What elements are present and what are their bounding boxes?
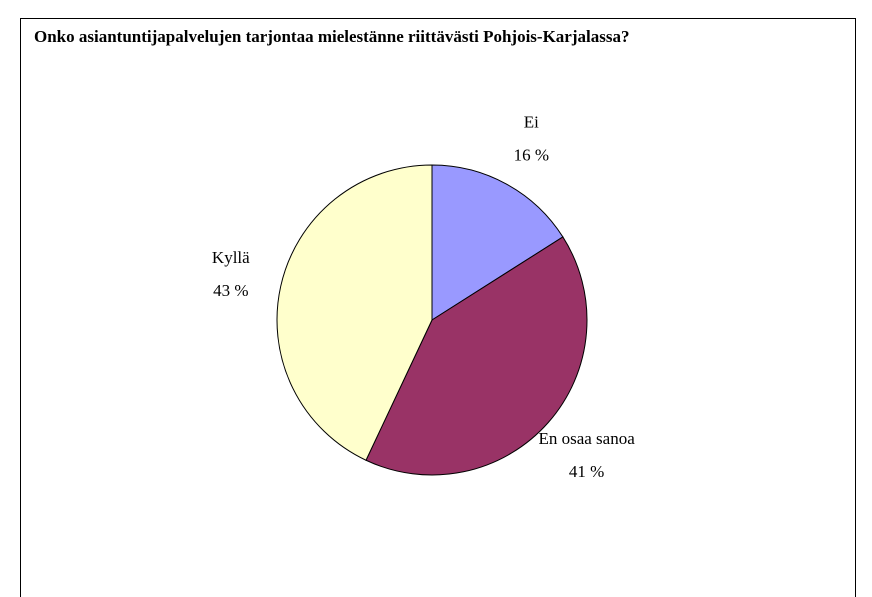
chart-title: Onko asiantuntijapalvelujen tarjontaa mi… [34,27,629,46]
slice-label: Kyllä [212,248,250,267]
pie-slice [365,236,588,476]
slice-value-label: 43 % [213,281,248,300]
pie-slice [276,164,433,461]
slice-label: Ei [524,112,539,131]
slice-value-label: 41 % [569,462,604,481]
pie-slice [431,164,564,321]
slice-label: En osaa sanoa [538,429,635,448]
slice-value-label: 16 % [514,145,549,164]
